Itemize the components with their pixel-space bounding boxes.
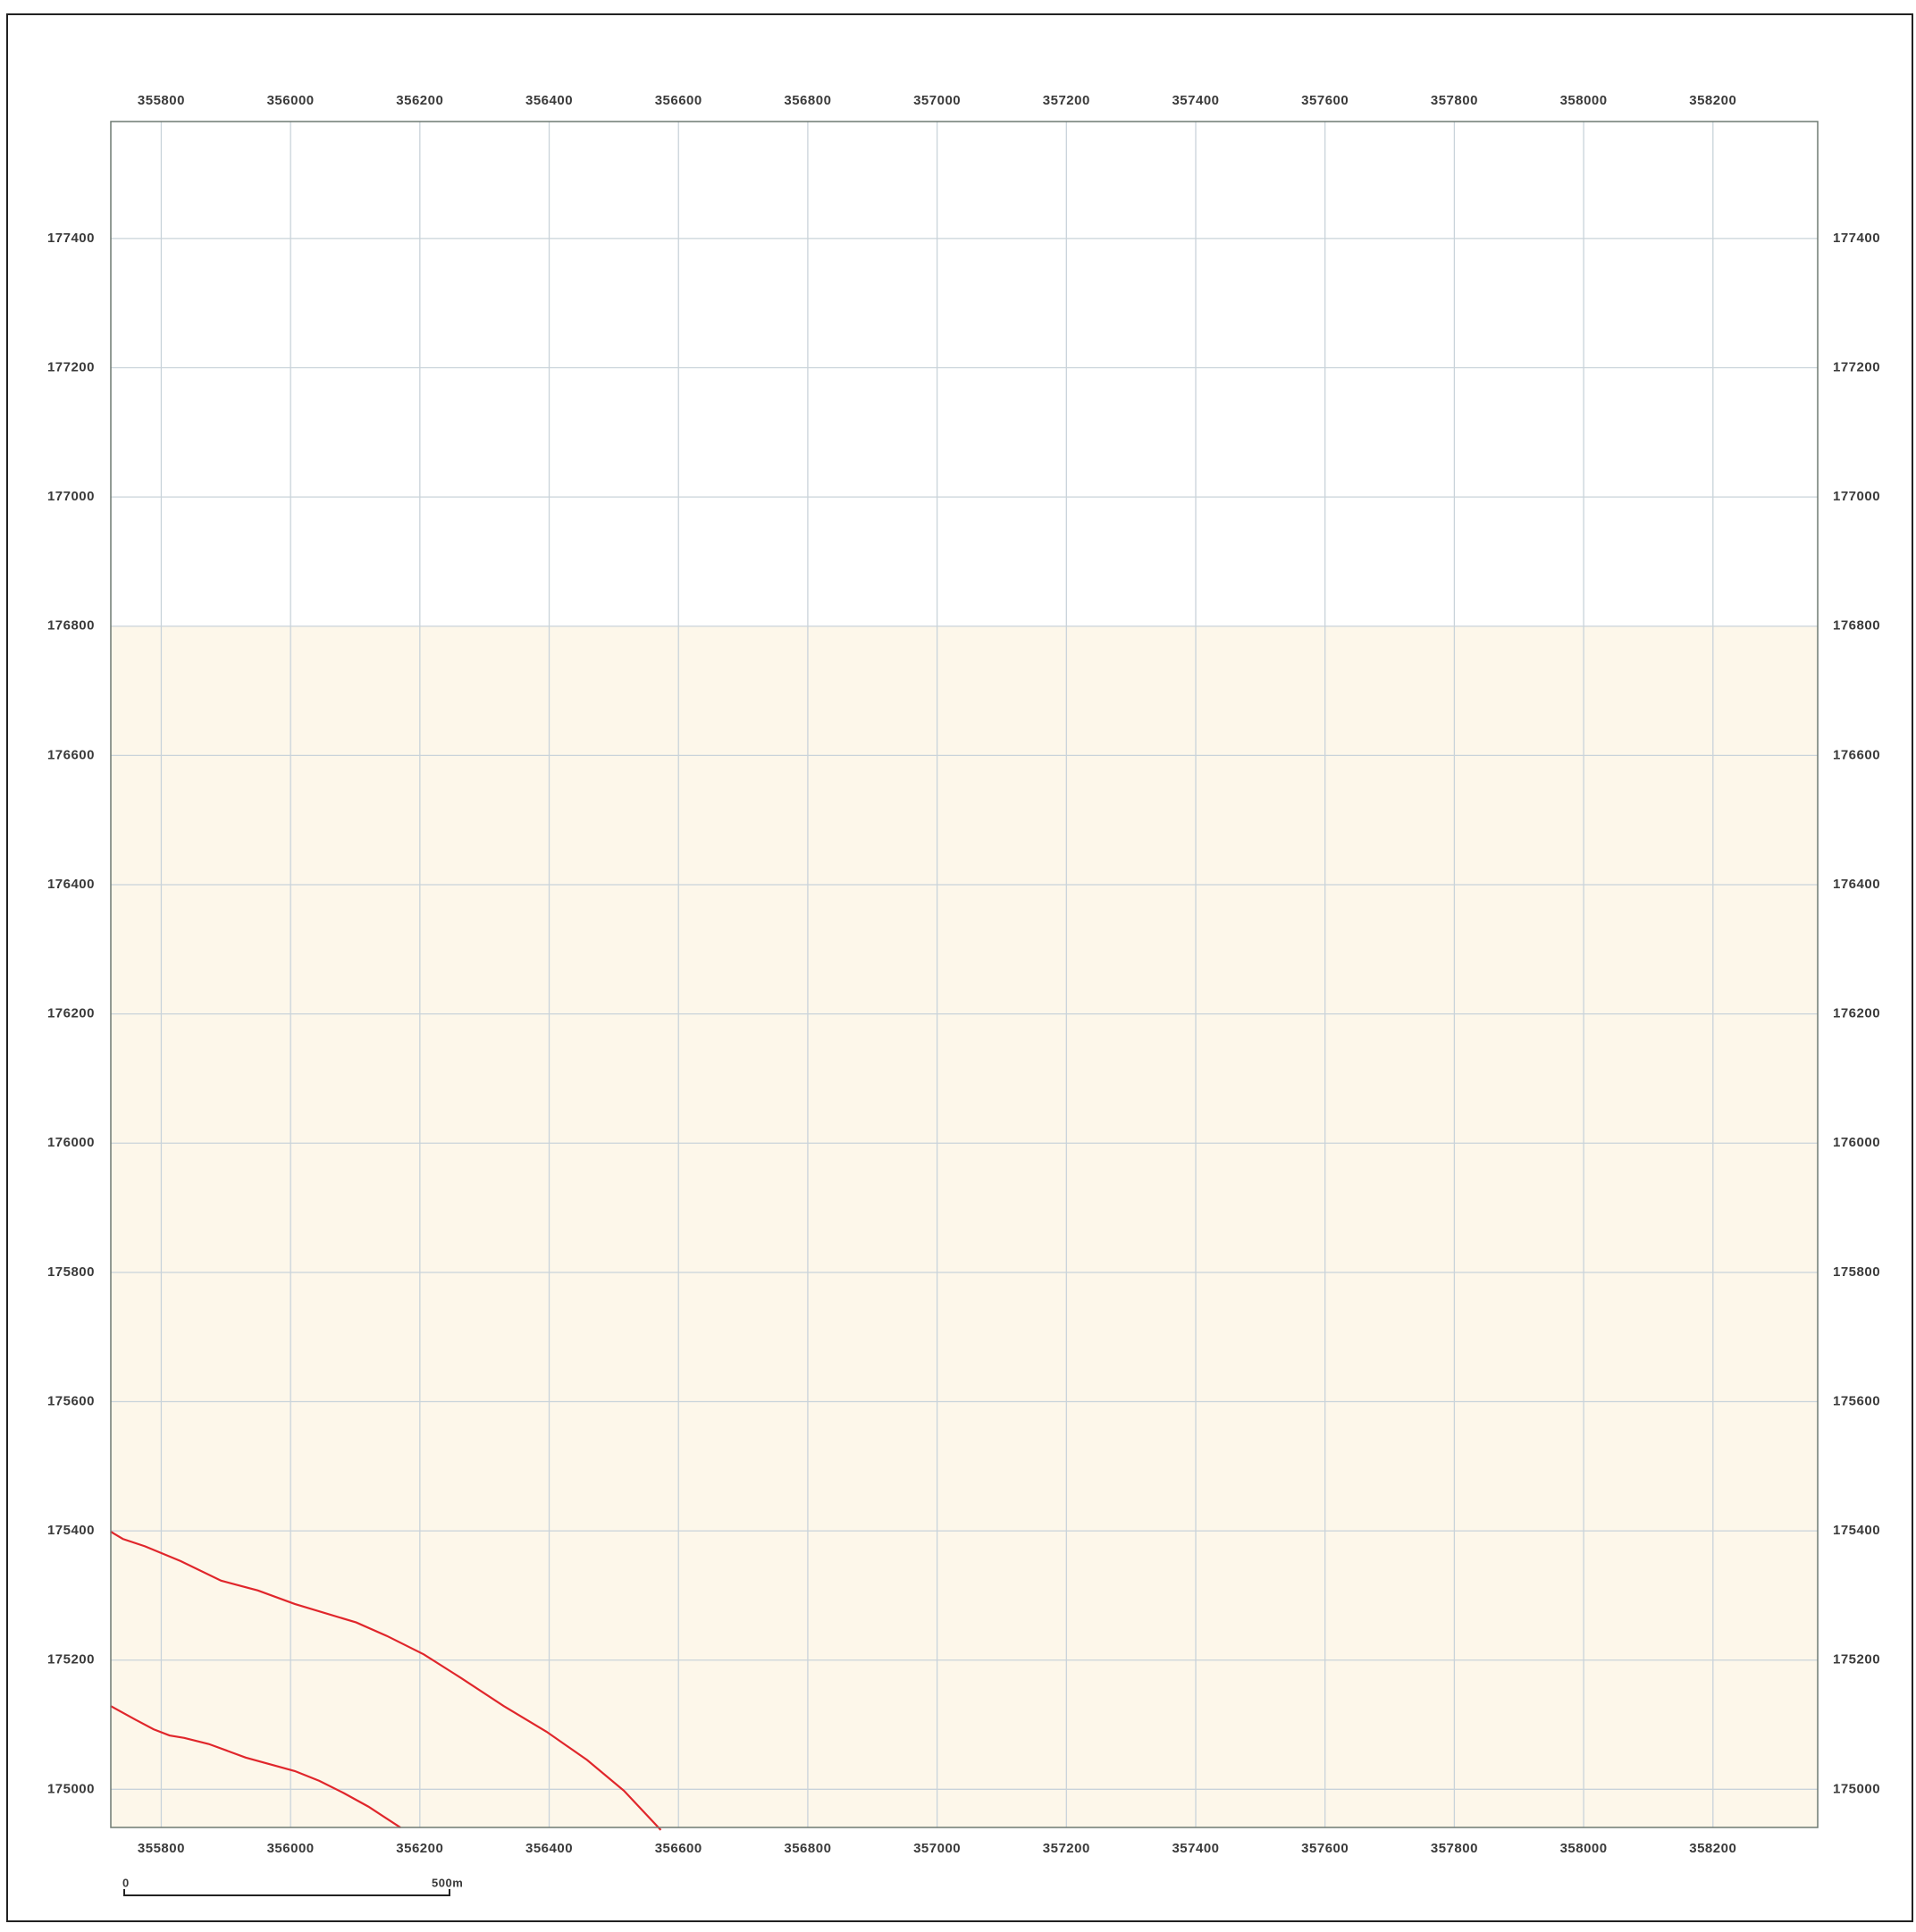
y-tick-label: 175800 (1833, 1264, 1880, 1280)
map-page: 0 500m 355800 355800 356000 356000 356200 356… (0, 0, 1916, 1928)
x-tick-label: 357600 (1301, 1841, 1349, 1856)
x-tick-label: 357000 (913, 1841, 961, 1856)
x-tick-label: 358000 (1560, 1841, 1608, 1856)
y-tick-label: 176400 (1833, 877, 1880, 892)
y-tick-label: 175200 (1833, 1652, 1880, 1667)
x-tick-label: 358200 (1689, 1841, 1736, 1856)
x-tick-label: 355800 (138, 1841, 185, 1856)
y-tick-label: 176200 (47, 1006, 95, 1021)
y-tick-label: 175400 (47, 1523, 95, 1538)
y-tick-label: 177000 (47, 489, 95, 504)
coverage-area (111, 626, 1818, 1827)
x-tick-label: 358200 (1689, 93, 1736, 108)
x-tick-label: 356600 (655, 93, 702, 108)
x-tick-label: 356000 (267, 93, 315, 108)
scale-bar-label: 500m (432, 1876, 463, 1889)
x-tick-label: 357400 (1172, 93, 1219, 108)
scale-bar-label: 0 (122, 1876, 130, 1889)
x-tick-label: 356400 (525, 1841, 573, 1856)
x-tick-label: 357200 (1043, 1841, 1090, 1856)
y-tick-label: 175000 (47, 1781, 95, 1796)
y-tick-label: 176000 (1833, 1135, 1880, 1150)
y-tick-label: 175000 (1833, 1781, 1880, 1796)
y-tick-label: 176800 (47, 618, 95, 634)
x-tick-label: 358000 (1560, 93, 1608, 108)
y-tick-label: 177200 (47, 359, 95, 374)
y-tick-label: 175600 (47, 1393, 95, 1408)
y-tick-label: 175800 (47, 1264, 95, 1280)
y-tick-label: 177400 (47, 231, 95, 246)
x-tick-label: 357000 (913, 93, 961, 108)
x-tick-label: 357600 (1301, 93, 1349, 108)
y-tick-label: 175600 (1833, 1393, 1880, 1408)
y-tick-label: 176800 (1833, 618, 1880, 634)
x-tick-label: 357800 (1431, 93, 1478, 108)
x-tick-label: 356800 (784, 1841, 831, 1856)
y-tick-label: 176200 (1833, 1006, 1880, 1021)
y-tick-label: 176600 (1833, 747, 1880, 762)
y-tick-label: 177000 (1833, 489, 1880, 504)
y-tick-label: 177200 (1833, 359, 1880, 374)
x-tick-label: 356200 (396, 1841, 443, 1856)
x-tick-label: 356400 (525, 93, 573, 108)
x-tick-label: 357400 (1172, 1841, 1219, 1856)
x-tick-label: 356000 (267, 1841, 315, 1856)
x-tick-label: 355800 (138, 93, 185, 108)
y-tick-label: 175200 (47, 1652, 95, 1667)
y-tick-label: 176400 (47, 877, 95, 892)
x-tick-label: 356600 (655, 1841, 702, 1856)
y-tick-label: 175400 (1833, 1523, 1880, 1538)
x-tick-label: 356800 (784, 93, 831, 108)
y-tick-label: 176000 (47, 1135, 95, 1150)
y-tick-label: 176600 (47, 747, 95, 762)
x-tick-label: 356200 (396, 93, 443, 108)
x-tick-label: 357800 (1431, 1841, 1478, 1856)
y-tick-label: 177400 (1833, 231, 1880, 246)
x-tick-label: 357200 (1043, 93, 1090, 108)
